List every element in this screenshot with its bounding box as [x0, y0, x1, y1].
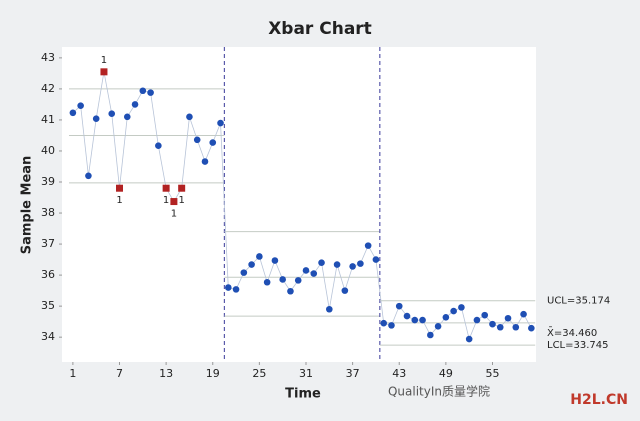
chart-title: Xbar Chart [268, 19, 372, 39]
point [357, 260, 364, 267]
point [85, 172, 92, 180]
x-tick-label: 49 [439, 367, 453, 380]
flag-label: 1 [116, 195, 122, 206]
point [520, 310, 527, 318]
flagged-point [170, 198, 178, 206]
point [201, 158, 209, 165]
point [155, 142, 162, 149]
point [395, 302, 403, 310]
point [263, 278, 271, 286]
point [411, 316, 419, 324]
point [450, 307, 457, 315]
plot-area [62, 47, 536, 362]
point [77, 102, 84, 109]
x-tick-label: 7 [116, 367, 123, 380]
point [92, 115, 100, 122]
point [349, 263, 356, 270]
x-tick-label: 13 [159, 367, 173, 380]
lcl-label: LCL=33.745 [547, 340, 609, 351]
point [427, 331, 434, 339]
point [302, 267, 310, 274]
point [209, 139, 217, 146]
point [217, 119, 224, 127]
point [512, 323, 520, 331]
y-tick-label: 40 [41, 144, 55, 157]
ucl-label: UCL=35.174 [547, 296, 610, 307]
point [419, 316, 426, 324]
point [318, 259, 325, 266]
point [310, 270, 318, 277]
point [139, 87, 147, 95]
point [442, 314, 450, 321]
x-tick-label: 25 [252, 367, 266, 380]
flagged-point [100, 68, 108, 76]
point [372, 256, 380, 263]
point [341, 287, 349, 294]
point [489, 320, 496, 328]
y-tick-label: 37 [41, 237, 55, 250]
center-label: X̄=34.460 [547, 326, 597, 339]
point [496, 323, 504, 331]
point [465, 335, 473, 343]
point [458, 304, 465, 311]
point [333, 261, 341, 268]
y-tick-label: 39 [41, 175, 55, 188]
flag-label: 1 [101, 55, 107, 66]
y-tick-label: 43 [41, 51, 55, 64]
point [256, 253, 263, 260]
point [403, 312, 411, 320]
flag-label: 1 [163, 195, 169, 206]
watermark: H2L.CN [570, 392, 628, 408]
x-tick-label: 31 [299, 367, 313, 380]
point [364, 242, 372, 249]
point [388, 322, 395, 329]
flagged-point [116, 184, 124, 192]
point [240, 269, 248, 276]
y-axis-label: Sample Mean [20, 156, 35, 255]
point [69, 109, 77, 117]
x-tick-label: 55 [485, 367, 499, 380]
point [123, 113, 131, 121]
point [504, 314, 512, 322]
point [248, 261, 255, 268]
watermark: QualityIn质量学院 [388, 384, 490, 399]
y-tick-label: 34 [41, 330, 55, 343]
flag-label: 1 [171, 209, 177, 220]
point [131, 101, 139, 108]
point [224, 284, 232, 291]
point [380, 319, 387, 327]
point [271, 257, 279, 264]
point [434, 323, 442, 330]
point [193, 136, 201, 144]
point [232, 286, 240, 293]
y-tick-label: 42 [41, 82, 55, 95]
x-tick-label: 1 [69, 367, 76, 380]
point [481, 311, 489, 319]
x-axis-label: Time [285, 387, 321, 402]
y-tick-label: 36 [41, 268, 55, 281]
y-tick-label: 41 [41, 113, 55, 126]
point [294, 277, 302, 284]
x-tick-label: 43 [392, 367, 406, 380]
flag-label: 1 [178, 195, 184, 206]
point [147, 89, 154, 96]
point [528, 324, 535, 332]
point [326, 305, 333, 313]
point [279, 276, 286, 283]
point [473, 316, 481, 324]
flagged-point [178, 184, 186, 192]
x-tick-label: 37 [346, 367, 360, 380]
y-tick-label: 38 [41, 206, 55, 219]
y-tick-label: 35 [41, 299, 55, 312]
x-tick-label: 19 [206, 367, 220, 380]
point [186, 113, 193, 121]
flagged-point [162, 184, 170, 192]
point [287, 287, 294, 295]
point [108, 110, 116, 118]
